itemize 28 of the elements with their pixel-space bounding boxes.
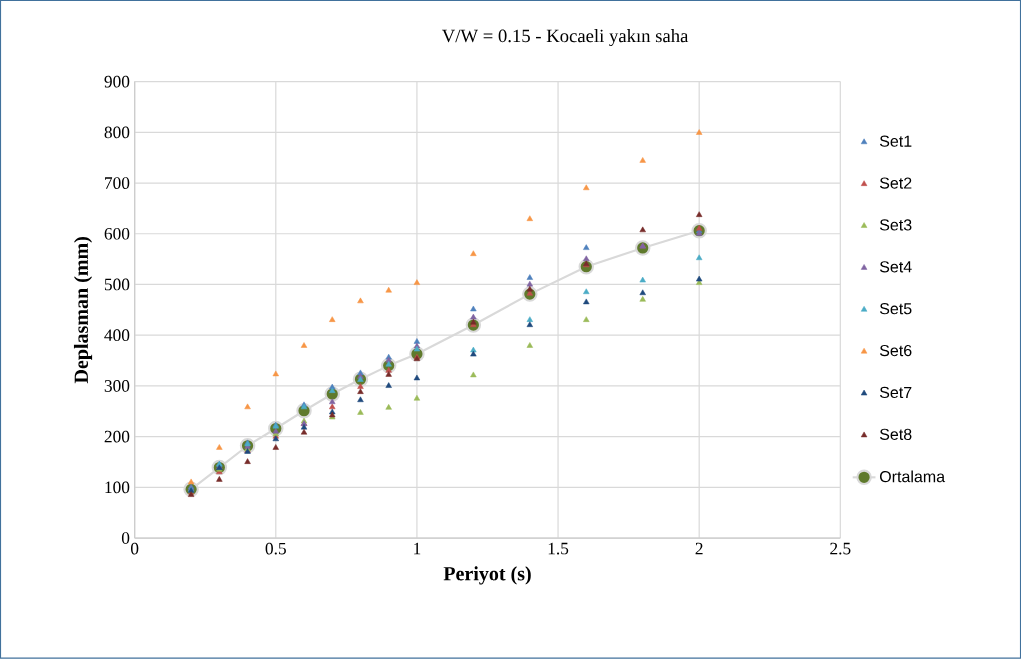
y-tick-label: 700	[105, 177, 130, 190]
y-tick-label: 500	[104, 278, 130, 291]
legend-label: Set5	[879, 303, 912, 315]
chart-title: V/W = 0.15 - Kocaeli yakın saha	[441, 29, 689, 47]
legend-label: Ortalama	[879, 470, 946, 483]
y-tick-label: 900	[104, 75, 130, 88]
y-tick-label: 400	[104, 329, 130, 342]
x-tick-label: 0	[130, 542, 139, 555]
y-tick-label: 300	[104, 380, 130, 392]
x-tick-label: 2.5	[830, 542, 851, 555]
legend-label: Set1	[879, 135, 912, 147]
x-tick-label: 1.5	[548, 542, 569, 555]
y-axis-title: Deplasman (mm)	[73, 237, 93, 384]
legend-label: Set7	[879, 386, 912, 399]
x-tick-label: 0.5	[265, 542, 286, 555]
y-tick-label: 200	[104, 430, 130, 443]
x-tick-label: 2	[695, 542, 703, 555]
y-tick-label: 100	[105, 481, 130, 494]
x-axis-title: Periyot (s)	[443, 566, 531, 585]
legend-label: Set3	[879, 219, 912, 231]
y-tick-label: 800	[104, 126, 130, 139]
x-tick-label: 1	[414, 542, 421, 555]
legend-label: Set4	[879, 261, 912, 273]
legend-label: Set6	[879, 345, 912, 357]
y-tick-label: 600	[104, 228, 130, 240]
y-tick-label: 0	[121, 532, 130, 545]
legend-label: Set2	[879, 177, 912, 189]
legend-label: Set8	[879, 428, 912, 441]
